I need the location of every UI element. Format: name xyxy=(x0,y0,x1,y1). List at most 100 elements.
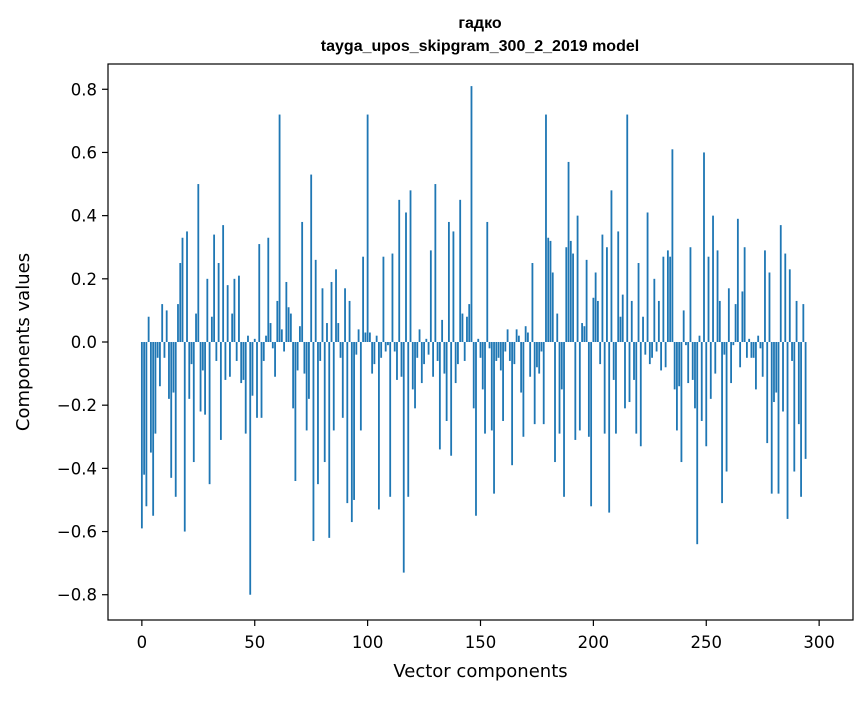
bar-component-51 xyxy=(256,342,258,418)
bar-component-95 xyxy=(355,342,358,355)
bar-component-143 xyxy=(463,342,466,361)
bar-component-56 xyxy=(267,237,270,342)
bar-component-24 xyxy=(195,313,197,342)
bar-component-114 xyxy=(398,199,401,342)
bar-component-162 xyxy=(506,329,509,342)
bars-group xyxy=(140,86,807,595)
x-tick-label: 100 xyxy=(352,633,384,652)
bar-component-111 xyxy=(391,253,394,342)
bar-component-43 xyxy=(238,275,240,342)
bar-component-186 xyxy=(560,342,563,390)
bar-component-235 xyxy=(671,149,674,342)
bar-component-37 xyxy=(224,342,227,380)
bar-component-82 xyxy=(326,323,328,342)
bar-component-167 xyxy=(517,335,520,342)
bar-component-115 xyxy=(400,342,403,377)
bar-component-34 xyxy=(217,263,220,342)
y-axis-ticks: 0.8 0.6 0.4 0.2 0.0 −0.2 −0.4 −0.6 −0.8 xyxy=(57,80,108,605)
bar-component-113 xyxy=(396,342,398,380)
bar-component-240 xyxy=(682,310,685,342)
bar-component-1 xyxy=(143,342,146,475)
bar-component-36 xyxy=(222,225,225,342)
bar-component-166 xyxy=(515,329,518,342)
bar-component-182 xyxy=(551,272,554,342)
bar-component-72 xyxy=(303,342,306,374)
bar-component-263 xyxy=(734,304,737,342)
y-tick-label: −0.4 xyxy=(57,459,97,478)
bar-component-285 xyxy=(784,253,787,342)
bar-component-138 xyxy=(452,231,455,342)
bar-component-19 xyxy=(183,342,186,532)
bar-component-169 xyxy=(522,342,525,437)
bar-component-20 xyxy=(186,231,188,342)
bar-component-275 xyxy=(761,342,764,377)
bar-component-181 xyxy=(549,240,552,342)
bar-component-92 xyxy=(348,300,351,342)
bar-component-89 xyxy=(341,342,344,418)
x-axis-ticks: 0 50 100 150 200 250 300 xyxy=(137,620,835,652)
bar-component-118 xyxy=(407,342,410,497)
bar-component-230 xyxy=(660,342,663,371)
bar-component-123 xyxy=(418,329,421,342)
bar-component-97 xyxy=(359,342,362,431)
bar-component-176 xyxy=(538,342,541,374)
bar-component-80 xyxy=(321,288,324,342)
bar-component-57 xyxy=(269,323,272,342)
bar-component-70 xyxy=(298,326,301,342)
bar-component-86 xyxy=(335,269,337,342)
bar-component-98 xyxy=(362,256,365,342)
bar-component-153 xyxy=(486,221,489,342)
bar-component-184 xyxy=(556,313,559,342)
bar-component-126 xyxy=(425,338,428,342)
bar-component-31 xyxy=(210,316,213,342)
bar-component-116 xyxy=(402,342,405,573)
bar-component-132 xyxy=(438,342,441,450)
x-tick-label: 150 xyxy=(465,633,497,652)
bar-component-25 xyxy=(197,184,200,342)
bar-component-59 xyxy=(274,342,276,377)
bar-component-90 xyxy=(344,288,346,342)
bar-component-7 xyxy=(156,342,159,358)
y-tick-label: 0.8 xyxy=(71,80,97,99)
bar-component-127 xyxy=(427,342,430,355)
bar-component-288 xyxy=(791,342,793,361)
bar-component-149 xyxy=(477,338,480,342)
bar-component-77 xyxy=(314,259,317,342)
bar-component-35 xyxy=(219,342,222,440)
bar-component-54 xyxy=(262,342,265,361)
bar-component-75 xyxy=(310,174,313,342)
bar-component-69 xyxy=(296,342,299,371)
bar-component-280 xyxy=(773,342,775,403)
bar-component-141 xyxy=(459,199,462,342)
bar-component-49 xyxy=(251,342,254,396)
bar-component-13 xyxy=(170,342,173,478)
bar-component-137 xyxy=(450,342,453,456)
bar-component-205 xyxy=(603,342,606,434)
bar-component-244 xyxy=(691,342,694,380)
bar-component-146 xyxy=(470,86,473,342)
bar-component-17 xyxy=(179,263,182,342)
bar-component-18 xyxy=(181,237,184,342)
bar-component-40 xyxy=(231,313,234,342)
bar-component-52 xyxy=(258,244,261,342)
x-tick-label: 50 xyxy=(244,633,265,652)
bar-component-261 xyxy=(730,342,732,384)
bar-component-100 xyxy=(366,114,369,342)
bar-component-219 xyxy=(635,342,638,434)
bar-component-204 xyxy=(601,234,604,342)
bar-component-223 xyxy=(644,342,647,355)
bar-component-276 xyxy=(764,250,766,342)
bar-component-78 xyxy=(317,342,319,485)
bar-component-102 xyxy=(371,342,374,374)
x-tick-label: 300 xyxy=(803,633,835,652)
bar-component-55 xyxy=(265,335,267,342)
bar-component-247 xyxy=(698,335,701,342)
bar-component-28 xyxy=(204,342,206,415)
bar-component-189 xyxy=(567,161,570,342)
bar-component-130 xyxy=(434,184,437,342)
bar-component-44 xyxy=(240,342,243,384)
bar-component-178 xyxy=(542,342,545,425)
bar-component-202 xyxy=(596,300,599,342)
bar-component-14 xyxy=(172,342,175,393)
bar-component-107 xyxy=(382,256,385,342)
